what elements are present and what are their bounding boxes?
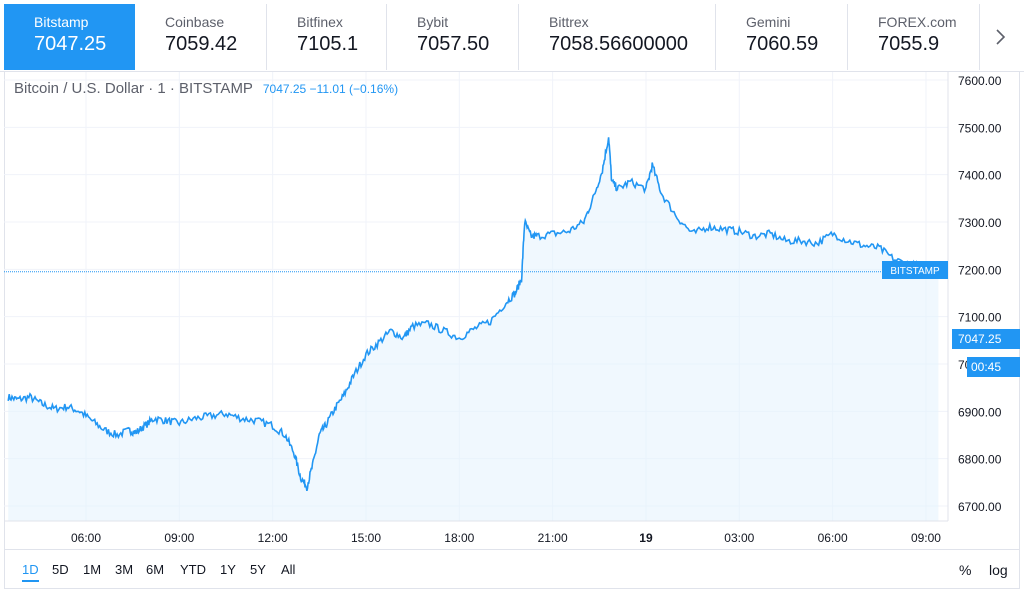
- exchange-name: Bybit: [417, 14, 449, 30]
- time-tick-label: 15:00: [351, 531, 381, 545]
- time-tick-label: 03:00: [724, 531, 754, 545]
- exchange-name: FOREX.com: [878, 14, 957, 30]
- tab-bittrex[interactable]: Bittrex 7058.56600000: [519, 4, 716, 70]
- exchange-price: 7047.25: [34, 33, 107, 55]
- exchange-price: 7055.9: [878, 33, 940, 55]
- tab-bitfinex[interactable]: Bitfinex 7105.1: [267, 4, 387, 70]
- time-axis[interactable]: 06:00 09:00 12:00 15:00 18:00 21:00 19 03:00 06:…: [4, 520, 948, 545]
- countdown-label: 00:45: [967, 357, 1020, 377]
- tab-coinbase[interactable]: Coinbase 7059.42: [135, 4, 267, 70]
- range-button-1y[interactable]: 1Y: [220, 562, 236, 577]
- exchange-tabs: Bitstamp 7047.25 Coinbase 7059.42 Bitfin…: [0, 0, 1024, 72]
- range-toolbar: 1D 5D 1M 3M 6M YTD 1Y 5Y All % log: [4, 549, 1020, 589]
- tab-gemini[interactable]: Gemini 7060.59: [716, 4, 848, 70]
- tabs-next-button[interactable]: [980, 4, 1020, 70]
- log-scale-button[interactable]: log: [989, 562, 1008, 578]
- price-tick-label: 7500.00: [958, 121, 1002, 135]
- price-tick-label: 6700.00: [958, 500, 1002, 514]
- price-tick-label: 6800.00: [958, 453, 1002, 467]
- price-tick-label: 7600.00: [958, 74, 1002, 88]
- price-tick-label: 7200.00: [958, 263, 1002, 277]
- tab-bitstamp[interactable]: Bitstamp 7047.25: [4, 4, 135, 70]
- exchange-name: Gemini: [746, 14, 791, 30]
- range-button-ytd[interactable]: YTD: [180, 562, 206, 577]
- tab-bybit[interactable]: Bybit 7057.50: [387, 4, 519, 70]
- price-line: [7, 137, 939, 491]
- time-tick-label: 09:00: [164, 531, 194, 545]
- symbol-title: Bitcoin / U.S. Dollar · 1 · BITSTAMP: [14, 80, 253, 97]
- exchange-price: 7105.1: [297, 33, 359, 55]
- price-tick-label: 7300.00: [958, 216, 1002, 230]
- price-change: 7047.25 −11.01 (−0.16%): [262, 82, 399, 96]
- price-tick-label: 7100.00: [958, 311, 1002, 325]
- time-tick-label: 19: [639, 531, 653, 545]
- chevron-right-icon: [996, 29, 1006, 45]
- range-button-1m[interactable]: 1M: [83, 562, 102, 577]
- range-button-3m[interactable]: 3M: [115, 562, 134, 577]
- time-tick-label: 12:00: [258, 531, 288, 545]
- price-axis[interactable]: 7600.00 7500.00 7400.00 7300.00 7200.00 7100.…: [947, 72, 1002, 521]
- chart-legend: Bitcoin / U.S. Dollar · 1 · BITSTAMP 704…: [14, 80, 398, 97]
- exchange-price: 7058.56600000: [549, 33, 689, 55]
- range-button-1d[interactable]: 1D: [22, 562, 39, 582]
- bitstamp-price-label: BITSTAMP: [882, 261, 948, 279]
- price-tick-label: 6900.00: [958, 405, 1002, 419]
- exchange-price: 7060.59: [746, 33, 819, 55]
- exchange-name: Coinbase: [165, 14, 225, 30]
- reference-line-label: BITSTAMP: [890, 266, 940, 277]
- range-button-5y[interactable]: 5Y: [250, 562, 266, 577]
- last-price-label: 7047.25: [952, 329, 1020, 349]
- time-tick-label: 06:00: [818, 531, 848, 545]
- time-tick-label: 18:00: [444, 531, 474, 545]
- price-tick-label: 7400.00: [958, 169, 1002, 183]
- exchange-price: 7059.42: [165, 33, 238, 55]
- countdown-text: 00:45: [971, 360, 1001, 374]
- exchange-name: Bitstamp: [34, 14, 89, 30]
- range-button-5d[interactable]: 5D: [52, 562, 69, 577]
- tab-forex[interactable]: FOREX.com 7055.9: [848, 4, 980, 70]
- exchange-price: 7057.50: [417, 33, 490, 55]
- percent-scale-button[interactable]: %: [959, 562, 972, 578]
- exchange-name: Bitfinex: [297, 14, 343, 30]
- time-tick-label: 21:00: [538, 531, 568, 545]
- last-price-text: 7047.25: [958, 332, 1002, 346]
- time-tick-label: 06:00: [71, 531, 101, 545]
- time-tick-label: 09:00: [911, 531, 941, 545]
- price-area-fill: [8, 137, 939, 522]
- exchange-name: Bittrex: [549, 14, 589, 30]
- range-button-6m[interactable]: 6M: [146, 562, 165, 577]
- range-button-all[interactable]: All: [281, 562, 296, 577]
